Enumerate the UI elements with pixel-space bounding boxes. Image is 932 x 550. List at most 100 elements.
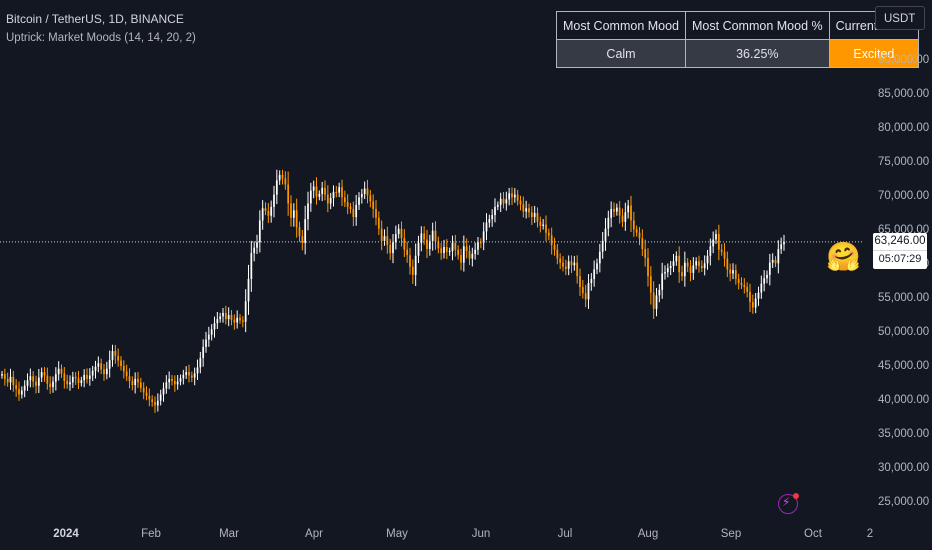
candle: [494, 198, 496, 223]
last-price-value: 63,246.00: [874, 234, 926, 247]
candle-body: [1, 374, 3, 376]
candle: [134, 372, 137, 394]
candle: [329, 192, 332, 210]
candle: [366, 179, 369, 204]
candle-body: [250, 253, 253, 279]
candle-body: [69, 382, 71, 385]
candle: [380, 220, 383, 251]
candle-body: [652, 292, 655, 309]
candle: [213, 316, 216, 338]
candle-body: [669, 266, 672, 269]
candle: [406, 241, 409, 263]
candle: [462, 235, 465, 272]
candle-body: [131, 380, 134, 386]
candle: [326, 185, 329, 213]
candle-body: [596, 263, 598, 270]
candle: [451, 235, 454, 261]
candle: [100, 358, 103, 375]
candle: [751, 294, 754, 314]
candle-body: [505, 199, 508, 204]
candle-body: [417, 242, 420, 256]
candle-body: [377, 217, 380, 229]
candle-body: [403, 238, 406, 250]
y-tick-label: 30,000.00: [878, 462, 930, 474]
candle-body: [227, 315, 230, 320]
candle-body: [610, 208, 613, 218]
candle: [715, 229, 717, 245]
candle: [66, 374, 69, 389]
candle-body: [678, 255, 681, 273]
candle-body: [224, 312, 227, 320]
candle: [496, 201, 499, 211]
lightning-icon[interactable]: [778, 493, 799, 514]
candle-body: [621, 215, 624, 222]
candle-body: [428, 240, 431, 250]
candle: [94, 360, 97, 379]
candle: [18, 381, 20, 401]
candle-body: [411, 266, 414, 275]
candle: [301, 229, 304, 251]
candle-body: [253, 247, 256, 254]
candle-body: [414, 255, 417, 275]
candle-body: [57, 368, 60, 375]
candle-body: [570, 261, 573, 266]
y-tick-label: 50,000.00: [878, 326, 930, 338]
candle: [596, 258, 598, 275]
candle-body: [256, 242, 258, 248]
candle-body: [199, 357, 202, 368]
candle-body: [77, 378, 80, 383]
candle-body: [749, 291, 751, 303]
indicator-title[interactable]: Uptrick: Market Moods (14, 14, 20, 2): [6, 32, 196, 44]
candle-body: [420, 233, 423, 243]
candle-body: [284, 178, 287, 185]
candle: [553, 237, 556, 256]
candle: [723, 243, 726, 267]
candle: [315, 177, 318, 205]
currency-button[interactable]: USDT: [875, 6, 925, 30]
candle-body: [290, 203, 292, 218]
candle-body: [576, 262, 579, 277]
candle: [230, 310, 233, 326]
symbol-title[interactable]: Bitcoin / TetherUS, 1D, BINANCE: [6, 12, 184, 26]
candle-body: [632, 220, 635, 230]
candle: [567, 255, 570, 276]
candle: [641, 229, 644, 257]
candle-body: [219, 316, 222, 320]
candle: [363, 181, 366, 200]
candle-body: [321, 187, 324, 194]
candle: [250, 240, 253, 292]
candle-body: [60, 368, 63, 374]
candle: [539, 216, 542, 233]
time-axis[interactable]: 2024 Feb Mar Apr May Jun Jul Aug Sep Oct 2: [0, 520, 873, 550]
candle-body: [590, 278, 593, 284]
candle-body: [287, 184, 290, 204]
candle-body: [431, 230, 434, 241]
candle-body: [598, 251, 601, 264]
candle: [545, 215, 547, 242]
candle-body: [519, 200, 522, 205]
candle: [644, 239, 647, 267]
candle-body: [706, 255, 709, 264]
candle-body: [120, 360, 122, 366]
candle: [54, 367, 57, 391]
candle: [460, 248, 462, 271]
candle: [233, 314, 236, 330]
candle: [295, 198, 298, 238]
price-axis[interactable]: 90,000.00 85,000.00 80,000.00 75,000.00 70,0…: [864, 0, 932, 520]
candle: [655, 287, 658, 317]
candle-body: [52, 381, 54, 388]
candle: [525, 200, 528, 219]
candle: [502, 192, 505, 209]
candle: [426, 229, 428, 259]
candle: [499, 192, 502, 213]
candle-body: [641, 238, 644, 250]
candle: [369, 189, 372, 208]
candle-body: [547, 232, 550, 236]
candle-body: [601, 240, 604, 252]
candle-body: [649, 276, 652, 293]
candle: [400, 221, 403, 247]
y-tick-label: 55,000.00: [878, 292, 930, 304]
candle: [151, 395, 154, 407]
candle: [445, 239, 448, 260]
